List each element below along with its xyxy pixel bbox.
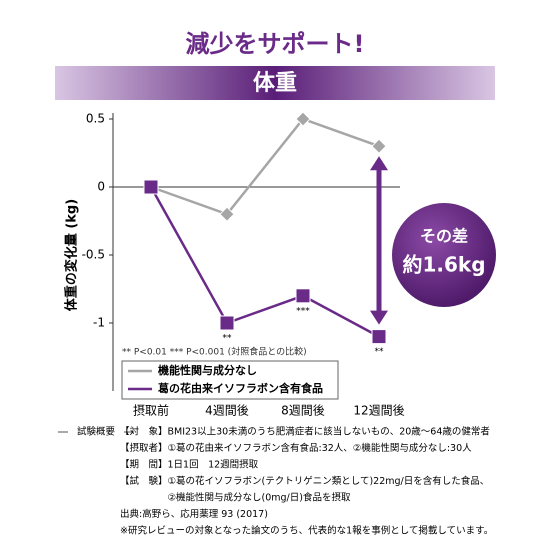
study-line: 【試 験】①葛の花イソフラボン(テクトリゲニン類として)22mg/日を含有した食…: [120, 475, 489, 487]
legend-label: 葛の花由来イソフラボン含有食品: [157, 381, 323, 395]
study-line: 【対 象】BMI23以上30未満のうち肥満症者に該当しないもの、20歳～64歳の…: [120, 426, 490, 438]
significance-label: **: [375, 347, 385, 357]
marker: [219, 315, 235, 331]
banner: 体重: [253, 71, 297, 96]
significance-label: ***: [296, 306, 310, 316]
y-tick-label: -0.5: [82, 248, 105, 262]
marker: [295, 111, 311, 127]
x-tick-label: 12週間後: [353, 404, 404, 418]
x-tick-label: 摂取前: [133, 403, 169, 418]
study-line: ※研究レビューの対象となった論文のうち、代表的な1報を事例として掲載しています。: [120, 525, 493, 537]
x-tick-label: 4週間後: [205, 404, 249, 418]
arrow-head: [370, 310, 388, 325]
y-tick-label: 0: [97, 180, 105, 194]
legend-label: 機能性関与成分なし: [158, 363, 257, 377]
x-tick-label: 8週間後: [281, 404, 325, 418]
callout-text: その差: [420, 227, 468, 246]
significance-label: **: [223, 334, 233, 344]
study-line: ②機能性関与成分なし(0mg/日)食品を摂取: [120, 492, 351, 504]
series-line: [150, 117, 380, 216]
callout-text: 約1.6kg: [402, 253, 485, 277]
y-tick-label: 0.5: [86, 112, 105, 126]
series-line: [149, 186, 380, 338]
marker: [219, 206, 235, 222]
legend-box: [121, 360, 339, 400]
arrow-head: [370, 156, 388, 171]
y-tick-label: -1: [93, 316, 105, 330]
study-line: 【期 間】1日1回 12週間摂取: [120, 459, 259, 471]
callout-circle: [392, 203, 496, 307]
study-line: 【摂取者】①葛の花由来イソフラボン含有食品:32人、②機能性関与成分なし:30人: [120, 442, 472, 454]
marker: [295, 288, 311, 304]
y-axis-label: 体重の変化量 (kg): [64, 199, 80, 311]
marker: [143, 179, 159, 195]
marker: [371, 138, 387, 154]
title: 減少をサポート!: [186, 30, 365, 58]
footnote: ** P<0.01 *** P<0.001 (対照食品との比較): [122, 346, 307, 358]
study-line: 出典:高野ら、応用薬理 93 (2017): [120, 508, 268, 520]
study-label: 試験概要: [77, 426, 115, 438]
banner-bg: [55, 66, 495, 100]
marker: [371, 329, 387, 345]
